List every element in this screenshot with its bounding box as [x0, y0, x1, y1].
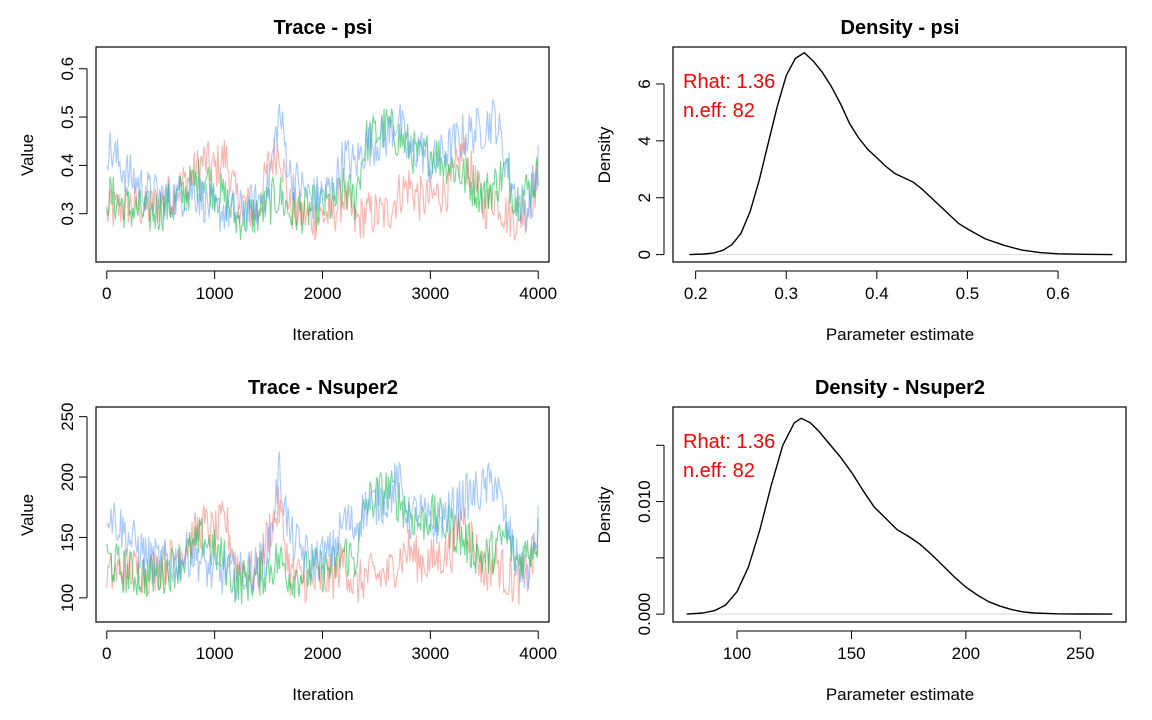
density-nsuper2-xtick-label: 100	[723, 644, 751, 663]
density-psi-xtick-label: 0.3	[774, 284, 798, 303]
density-psi-ytick-label: 2	[635, 193, 654, 202]
density-psi-ytick-label: 6	[635, 79, 654, 88]
trace-nsuper2-ytick-label: 150	[58, 523, 77, 551]
trace-nsuper2-xtick-label: 0	[102, 644, 111, 663]
density-psi-rhat: Rhat: 1.36	[683, 71, 775, 93]
panel-density-nsuper2: Density - Nsuper2 100 150 200 250 0.000 0.010…	[595, 377, 1127, 704]
trace-psi-xtick-label: 0	[102, 284, 111, 303]
density-psi-xtick-label: 0.6	[1046, 284, 1070, 303]
trace-nsuper2-ytick-label: 100	[58, 584, 77, 612]
trace-psi-xtick-label: 3000	[411, 284, 449, 303]
trace-nsuper2-chain-3-line	[106, 451, 539, 600]
panel-trace-psi: Trace - psi 0 1000 2000 3000 4000 0.3 0.4 0.5 0.…	[18, 17, 557, 344]
panel-trace-nsuper2: Trace - Nsuper2 0 1000 2000 3000 4000 100 150 2…	[18, 377, 557, 704]
density-nsuper2-xlabel: Parameter estimate	[826, 685, 974, 704]
trace-psi-xtick-label: 2000	[304, 284, 342, 303]
trace-psi-ylabel: Value	[18, 134, 37, 176]
density-psi-xtick-label: 0.5	[956, 284, 980, 303]
density-nsuper2-xtick-label: 200	[952, 644, 980, 663]
density-nsuper2-ylabel: Density	[595, 486, 614, 543]
panel-density-psi: Density - psi 0.2 0.3 0.4 0.5 0.6 0 2 4 6 Rhat: …	[595, 17, 1127, 344]
trace-nsuper2-frame	[95, 406, 550, 623]
trace-psi-chain-3-line	[106, 99, 539, 233]
density-nsuper2-density-line	[686, 417, 1113, 615]
trace-psi-xtick-label: 1000	[196, 284, 234, 303]
density-nsuper2-frame	[672, 406, 1127, 623]
trace-psi-xtick-label: 4000	[519, 284, 557, 303]
trace-nsuper2-ytick-label: 200	[58, 463, 77, 491]
density-psi-ylabel: Density	[595, 126, 614, 183]
density-nsuper2-ytick-label: 0.010	[635, 480, 654, 523]
trace-nsuper2-chain-2-line	[106, 470, 539, 605]
density-psi-ytick-label: 4	[635, 136, 654, 145]
density-psi-xtick-label: 0.4	[865, 284, 889, 303]
trace-psi-plot: 0 1000 2000 3000 4000 0.3 0.4 0.5 0.6	[58, 57, 557, 303]
density-nsuper2-plot: 100 150 200 250 0.000 0.010	[635, 417, 1113, 663]
trace-psi-ytick-label: 0.3	[58, 202, 77, 226]
density-psi-frame	[672, 46, 1127, 263]
trace-nsuper2-ytick-label: 250	[58, 402, 77, 430]
density-nsuper2-xtick-label: 250	[1066, 644, 1094, 663]
trace-nsuper2-plot: 0 1000 2000 3000 4000 100 150 200 250	[58, 402, 557, 663]
density-nsuper2-neff: n.eff: 82	[683, 460, 755, 482]
density-psi-neff: n.eff: 82	[683, 100, 755, 122]
trace-psi-chain-2-line	[106, 108, 539, 241]
trace-psi-frame	[95, 46, 550, 263]
density-nsuper2-rhat: Rhat: 1.36	[683, 431, 775, 453]
density-nsuper2-title: Density - Nsuper2	[815, 377, 985, 399]
trace-psi-xlabel: Iteration	[292, 325, 353, 344]
density-psi-title: Density - psi	[841, 17, 960, 39]
trace-nsuper2-xlabel: Iteration	[292, 685, 353, 704]
trace-psi-ytick-label: 0.6	[58, 57, 77, 81]
density-psi-plot: 0.2 0.3 0.4 0.5 0.6 0 2 4 6	[635, 52, 1113, 303]
trace-nsuper2-xtick-label: 2000	[304, 644, 342, 663]
trace-psi-ytick-label: 0.4	[58, 154, 77, 178]
trace-psi-ytick-label: 0.5	[58, 105, 77, 129]
trace-psi-title: Trace - psi	[274, 17, 373, 39]
density-psi-xlabel: Parameter estimate	[826, 325, 974, 344]
density-nsuper2-ytick-label: 0.000	[635, 593, 654, 636]
density-psi-ytick-label: 0	[635, 250, 654, 259]
trace-nsuper2-xtick-label: 3000	[411, 644, 449, 663]
trace-nsuper2-xtick-label: 4000	[519, 644, 557, 663]
density-nsuper2-xtick-label: 150	[837, 644, 865, 663]
density-psi-density-line	[689, 52, 1113, 256]
trace-nsuper2-title: Trace - Nsuper2	[248, 377, 398, 399]
trace-nsuper2-ylabel: Value	[18, 494, 37, 536]
density-psi-xtick-label: 0.2	[684, 284, 708, 303]
trace-nsuper2-xtick-label: 1000	[196, 644, 234, 663]
